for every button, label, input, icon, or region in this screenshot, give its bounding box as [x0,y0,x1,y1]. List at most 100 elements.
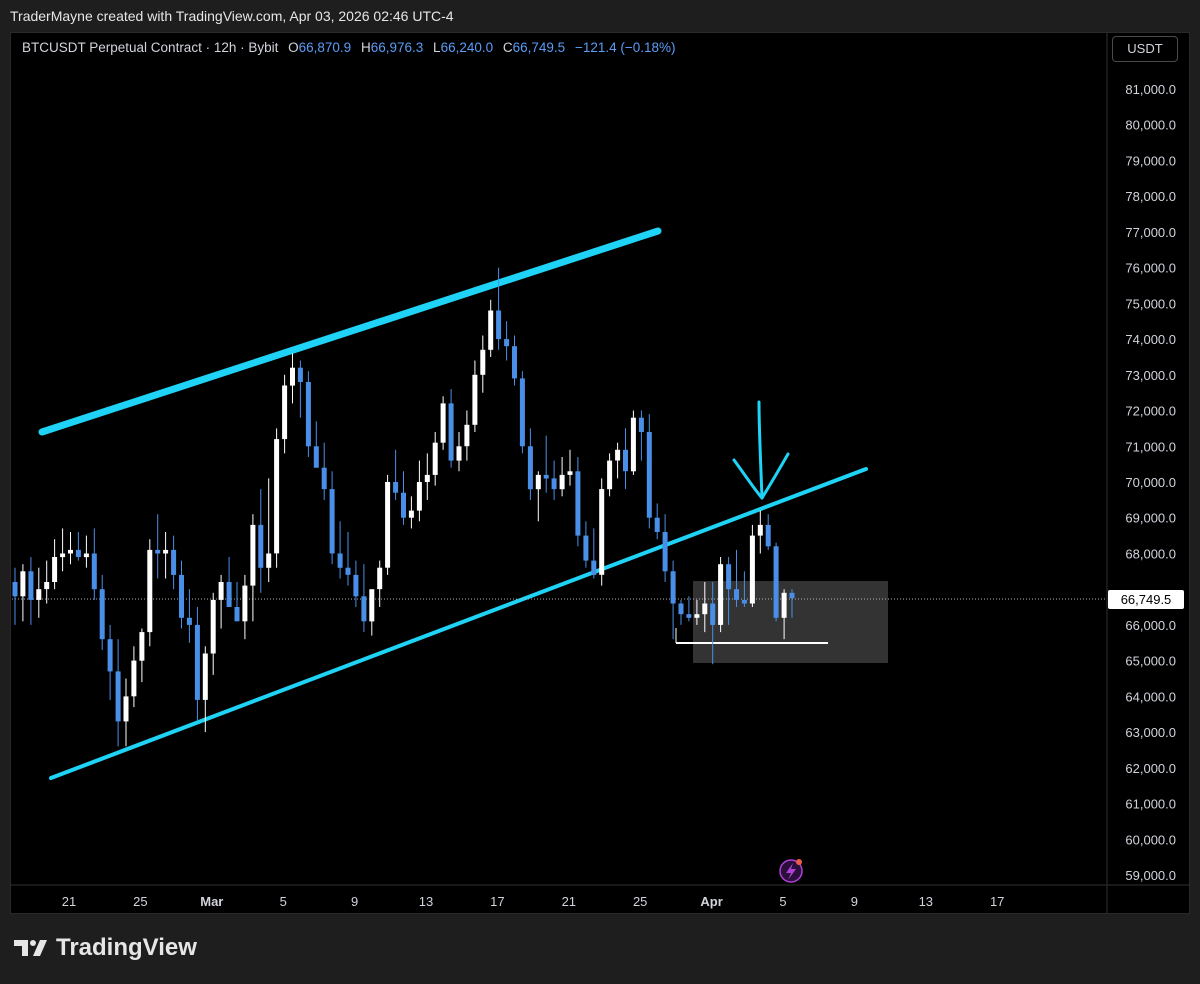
candle-body [75,549,81,557]
candle-body [60,553,66,558]
candle-body [274,439,280,554]
candle-body [393,482,399,493]
candle-body [242,585,248,622]
open-label: O [288,40,299,55]
candle-body [543,474,549,479]
candle-body [559,474,565,490]
candle-body [456,446,462,461]
candle-body [527,446,533,490]
candle-body [107,639,113,672]
candle-body [369,589,375,622]
candle-body [567,471,573,475]
candle-body [519,378,525,447]
candle-body [282,385,288,440]
candle-body [734,589,739,600]
candle-body [250,524,256,586]
candle-body [694,614,700,618]
candle-body [163,549,169,554]
y-tick-label: 64,000.0 [1125,689,1176,704]
tradingview-footer-logo: TradingView [14,934,197,962]
y-tick-label: 76,000.0 [1125,261,1176,276]
x-tick-label: 9 [851,894,858,909]
x-tick-label: 5 [779,894,786,909]
x-tick-label: 13 [419,894,433,909]
y-tick-label: 75,000.0 [1125,296,1176,311]
candle-body [638,417,644,432]
x-tick-label: 17 [490,894,504,909]
candle-body [591,560,597,575]
candle-body [749,535,755,604]
candle-body [472,374,478,425]
candle-body [385,482,391,568]
close-label: C [502,40,513,55]
candle-body [416,482,422,511]
candle-body [329,489,335,554]
y-tick-label: 65,000.0 [1125,654,1176,669]
hand-drawn-down-arrow[interactable] [732,400,790,500]
candle-body [226,582,232,607]
candle-body [686,614,692,618]
candle-body [361,596,367,622]
candle-body [488,310,494,350]
close-value: 66,749.5 [512,40,566,55]
y-tick-label: 71,000.0 [1125,439,1176,454]
candle-body [401,492,406,518]
candle-body [258,524,264,568]
tradingview-brand-text: TradingView [56,934,197,961]
candle-body [353,574,359,597]
candle-body [290,367,295,386]
time-axis[interactable]: 21 25 Mar 5 9 13 17 21 25 Apr 5 9 13 17 [62,894,1005,909]
y-tick-label: 66,000.0 [1125,618,1176,633]
lightning-alert-icon[interactable] [779,859,803,883]
y-tick-label: 62,000.0 [1125,761,1176,776]
candle-body [678,603,684,615]
upper-channel-trendline[interactable] [38,227,662,436]
y-tick-label: 81,000.0 [1125,82,1176,97]
candle-body [99,589,105,640]
y-tick-label: 80,000.0 [1125,118,1176,133]
y-tick-label: 73,000.0 [1125,368,1176,383]
x-tick-label: 13 [919,894,933,909]
candle-body [83,553,89,558]
y-tick-label: 63,000.0 [1125,725,1176,740]
candle-body [765,524,771,547]
candle-body [535,474,541,490]
candle-body [575,471,581,536]
y-tick-label: 60,000.0 [1125,832,1176,847]
candle-body [448,403,454,461]
symbol-info-bar[interactable]: BTCUSDT Perpetual Contract · 12h · Bybit… [22,40,682,55]
candle-body [440,403,446,443]
x-tick-label: 5 [280,894,287,909]
candle-body [781,592,787,618]
candle-body [155,549,161,554]
candle-body [123,696,129,722]
y-tick-label: 69,000.0 [1125,511,1176,526]
candle-body [718,564,724,625]
y-tick-label: 79,000.0 [1125,154,1176,169]
candle-body [194,624,200,700]
candle-body [131,660,137,697]
candle-body [789,592,795,599]
price-axis[interactable]: 59,000.0 60,000.0 61,000.0 62,000.0 63,000.0… [1125,82,1176,883]
candle-body [202,653,208,700]
candle-body [115,671,121,722]
candle-body [551,478,557,490]
candle-body [186,617,192,625]
candle-body [408,510,414,518]
candle-body [234,607,240,622]
trendline-group[interactable] [38,227,868,780]
y-tick-label: 59,000.0 [1125,868,1176,883]
candle-body [337,553,343,568]
y-tick-label: 70,000.0 [1125,475,1176,490]
candle-body [432,442,438,475]
lower-channel-trendline[interactable] [49,467,868,780]
currency-button[interactable]: USDT [1112,36,1178,62]
candlestick-series [12,267,795,747]
candle-body [615,449,621,461]
candle-body [773,546,779,618]
y-tick-label: 74,000.0 [1125,332,1176,347]
candle-body [480,349,486,375]
candle-body [52,557,58,582]
candle-body [28,571,34,600]
